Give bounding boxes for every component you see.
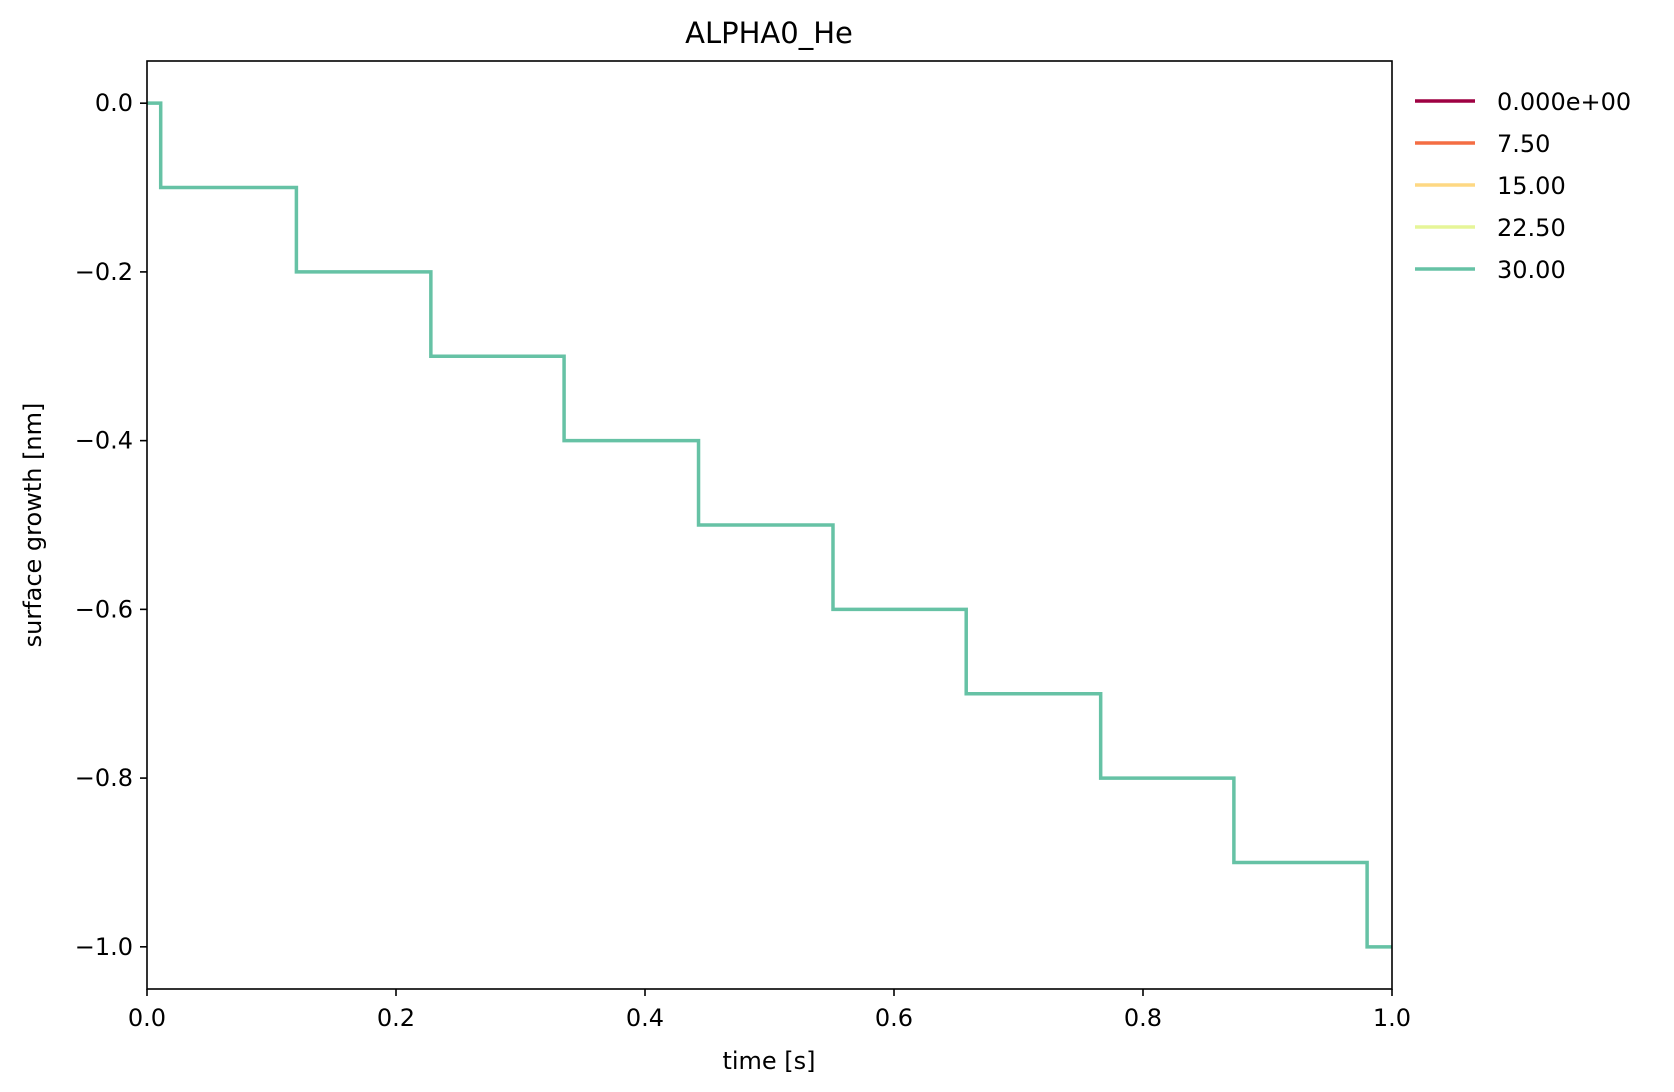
x-tick-label: 0.2 bbox=[377, 1004, 415, 1032]
series-layer bbox=[147, 101, 1392, 949]
plot-frame bbox=[146, 60, 1393, 990]
y-tick-label: 0.0 bbox=[95, 89, 133, 117]
y-axis-title: surface growth [nm] bbox=[19, 403, 47, 648]
chart-title: ALPHA0_He bbox=[685, 16, 853, 50]
legend-label: 15.00 bbox=[1497, 172, 1566, 200]
legend-label: 30.00 bbox=[1497, 256, 1566, 284]
y-tick-label: −0.8 bbox=[75, 764, 133, 792]
series-line bbox=[147, 101, 1392, 949]
legend-label: 7.50 bbox=[1497, 130, 1550, 158]
legend: 0.000e+00 7.50 15.00 22.50 30.00 bbox=[1415, 88, 1631, 284]
plot-area bbox=[146, 60, 1393, 990]
y-tick-label: −0.4 bbox=[75, 427, 133, 455]
y-tick-label: −1.0 bbox=[75, 933, 133, 961]
x-axis: 0.0 0.2 0.4 0.6 0.8 1.0 bbox=[128, 989, 1411, 1032]
y-axis: 0.0 −0.2 −0.4 −0.6 −0.8 −1.0 bbox=[75, 89, 147, 961]
x-tick-label: 0.8 bbox=[1124, 1004, 1162, 1032]
x-tick-label: 0.4 bbox=[626, 1004, 664, 1032]
legend-label: 0.000e+00 bbox=[1497, 88, 1631, 116]
x-tick-label: 0.0 bbox=[128, 1004, 166, 1032]
x-tick-label: 1.0 bbox=[1373, 1004, 1411, 1032]
legend-label: 22.50 bbox=[1497, 214, 1566, 242]
x-tick-label: 0.6 bbox=[875, 1004, 913, 1032]
x-axis-title: time [s] bbox=[722, 1047, 815, 1075]
y-tick-label: −0.2 bbox=[75, 258, 133, 286]
y-tick-label: −0.6 bbox=[75, 595, 133, 623]
